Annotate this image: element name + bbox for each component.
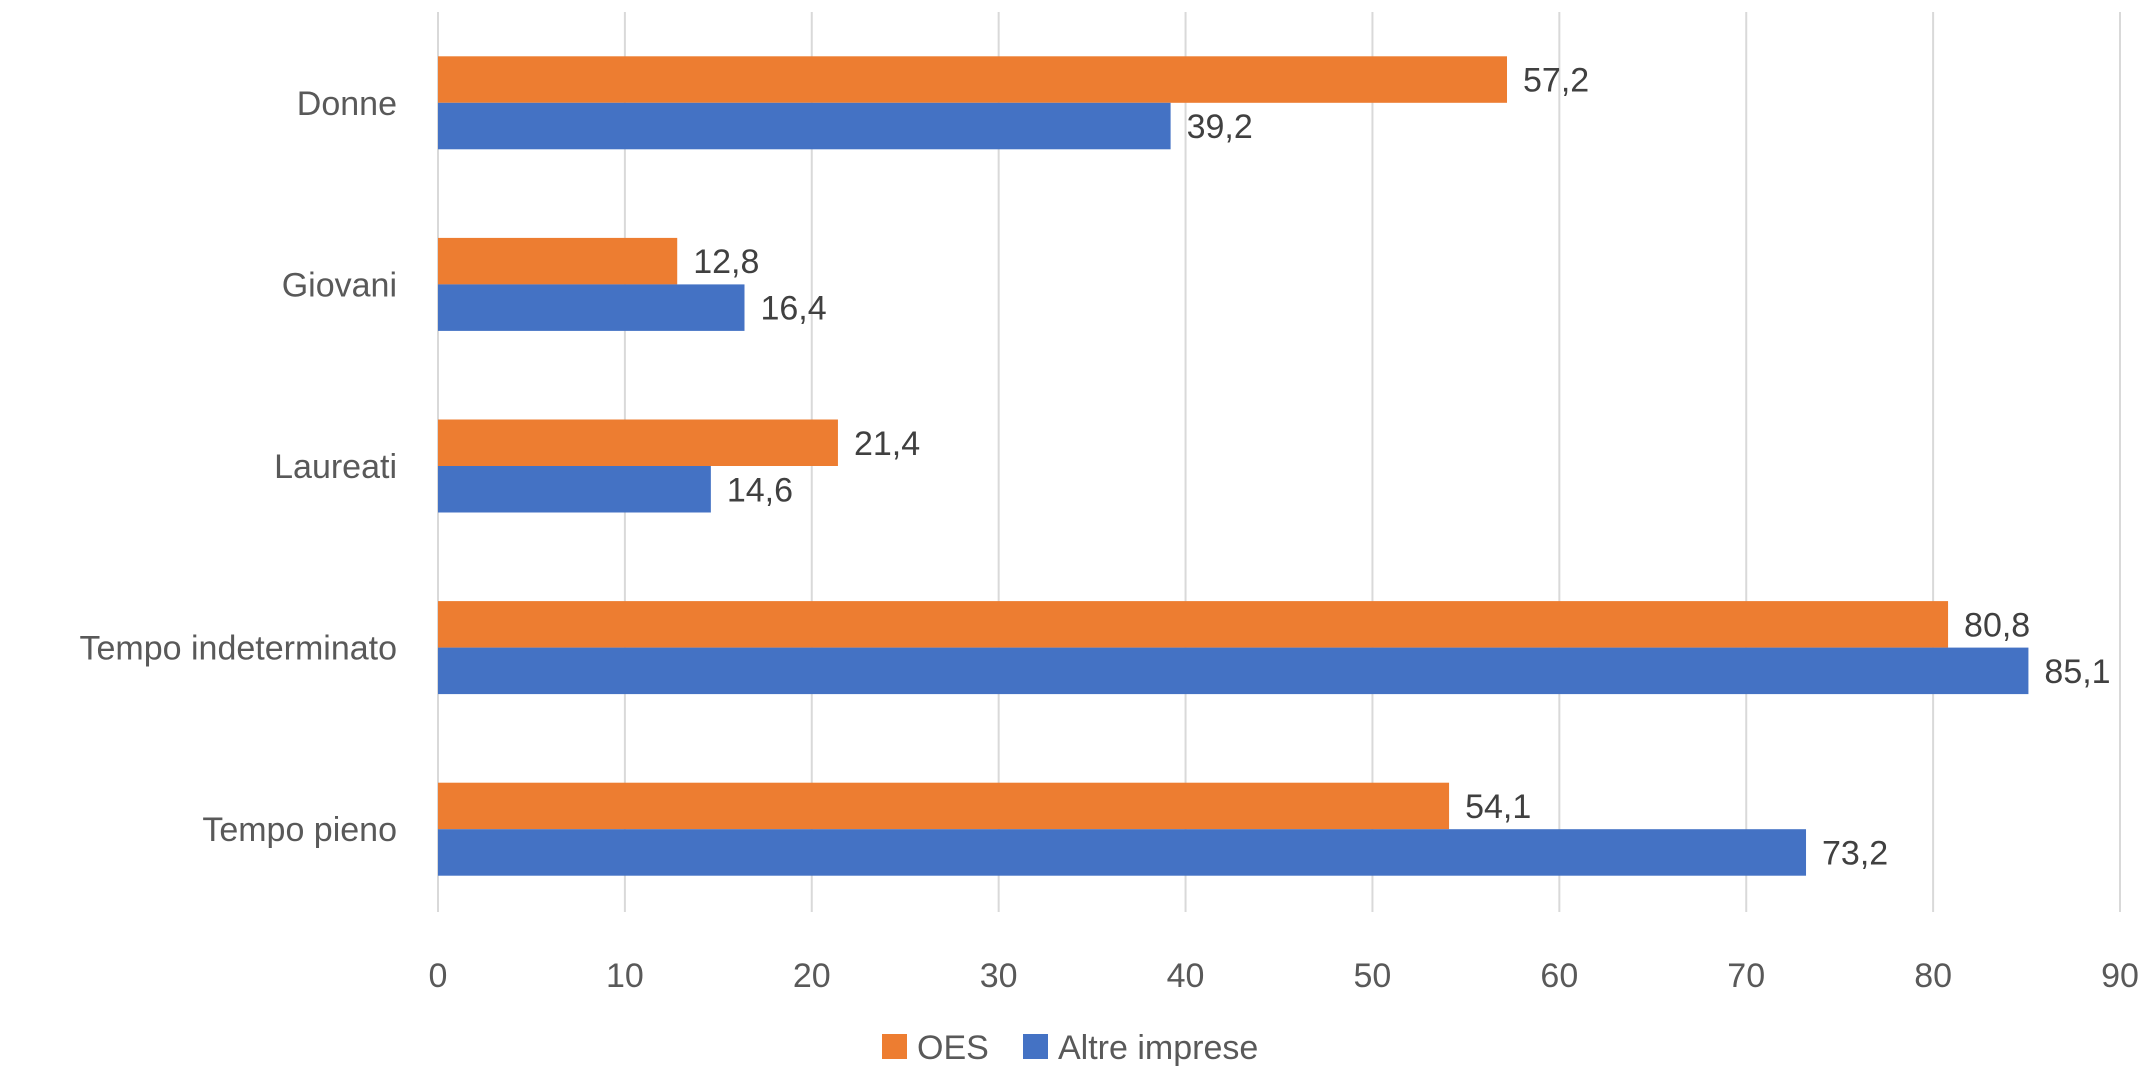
category-label-4: Tempo pieno (202, 811, 397, 849)
legend-label-altre-imprese: Altre imprese (1058, 1029, 1258, 1067)
data-label-altre-imprese-2: 14,6 (727, 471, 793, 509)
data-labels: 57,2 39,2 12,816,4 21,4 14,6 80,8 85,1 54,1 73,2 (693, 62, 2110, 873)
legend-swatch-oes (882, 1034, 907, 1059)
data-label-altre-imprese-3: 85,1 (2044, 653, 2110, 691)
bar-altre-imprese-3 (438, 647, 2029, 695)
bar-oes-2 (438, 419, 838, 466)
legend-label-oes: OES (917, 1029, 989, 1067)
bar-altre-imprese-0 (438, 102, 1171, 150)
x-tick-label-30: 30 (980, 957, 1018, 995)
x-tick-label-80: 80 (1914, 957, 1952, 995)
x-axis-ticks: 0 10 20 30 40 50 60 70 80 90 (429, 957, 2139, 995)
data-label-oes-0: 57,2 (1523, 62, 1589, 100)
bar-altre-imprese-4 (438, 829, 1807, 876)
data-label-oes-4: 54,1 (1465, 788, 1531, 826)
legend: OES Altre imprese (882, 1029, 1258, 1067)
category-label-1: Giovani (282, 266, 397, 304)
data-label-oes-2: 21,4 (854, 425, 920, 463)
category-label-2: Laureati (274, 448, 397, 486)
x-tick-label-60: 60 (1540, 957, 1578, 995)
bar-altre-imprese-2 (438, 466, 711, 513)
category-labels: Donne Giovani Laureati Tempo indeterminato T… (79, 85, 397, 849)
data-label-altre-imprese-4: 73,2 (1822, 834, 1888, 872)
gridlines (437, 12, 2121, 912)
bars (438, 56, 2029, 876)
x-tick-label-0: 0 (429, 957, 448, 995)
data-label-oes-1: 12,8 (693, 243, 759, 281)
x-tick-label-70: 70 (1727, 957, 1765, 995)
bar-oes-4 (438, 782, 1450, 830)
x-tick-label-90: 90 (2101, 957, 2139, 995)
category-label-3: Tempo indeterminato (79, 630, 397, 668)
data-label-oes-3: 80,8 (1964, 606, 2030, 644)
data-label-altre-imprese-1: 16,4 (760, 290, 826, 328)
x-tick-label-20: 20 (793, 957, 831, 995)
x-tick-label-10: 10 (606, 957, 644, 995)
bar-oes-1 (438, 237, 678, 285)
category-label-0: Donne (297, 85, 397, 123)
bar-altre-imprese-1 (438, 284, 745, 331)
bar-oes-3 (438, 601, 1949, 648)
x-tick-label-40: 40 (1167, 957, 1205, 995)
data-label-altre-imprese-0: 39,2 (1187, 108, 1253, 146)
bar-oes-0 (438, 56, 1508, 103)
x-tick-label-50: 50 (1354, 957, 1392, 995)
legend-swatch-altre-imprese (1023, 1034, 1048, 1059)
